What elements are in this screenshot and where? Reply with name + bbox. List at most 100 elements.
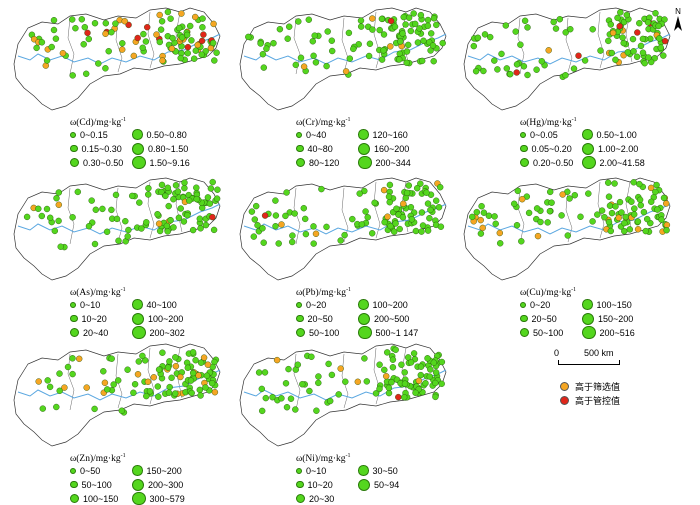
class-label: 0.30~0.50 [83,157,124,168]
legend-ni: ω(Ni)/mg·kg-1 0~10 30~50 10~20 50~94 20~30 [296,450,456,504]
sample-point [328,37,336,44]
sample-point [200,354,208,361]
legend-class-item: 200~300 [132,478,212,491]
sample-point [169,34,176,42]
sample-point [328,47,336,55]
legend-title-sup: -1 [345,117,351,123]
sample-point [64,363,72,371]
legend-cu: ω(Cu)/mg·kg-1 0~20 100~150 20~50 150~200 50~1… [520,284,680,340]
sample-point [189,226,197,234]
sample-point [312,230,320,237]
sample-point [72,25,79,32]
legend-class-item: 120~160 [358,129,438,140]
sample-point [663,227,670,234]
sample-point [511,200,518,207]
class-dot-icon [70,480,78,489]
sample-point [119,40,126,47]
sample-point [404,354,412,361]
sample-point [391,23,399,30]
sample-point [612,203,619,210]
legend-title: ω(Ni)/mg·kg-1 [296,450,456,464]
sample-point [507,70,514,78]
sample-point [85,223,93,230]
sample-point [190,55,198,62]
sample-point [53,403,60,411]
legend-class-item: 0~50 [70,465,128,476]
sample-point [429,42,437,49]
sample-point [78,16,86,23]
sample-point [378,15,386,23]
class-dot-icon [296,158,305,167]
sample-point [192,357,199,364]
class-dot-icon [358,325,372,340]
class-label: 200~500 [374,313,410,324]
sample-point [652,188,659,196]
legend-control: 高于管控值 [560,394,620,407]
sample-point [302,230,310,238]
sample-point [412,227,420,235]
sample-point [622,213,629,221]
sample-point [138,225,145,232]
sample-point [191,13,199,21]
sample-point [315,379,322,387]
panel-cu: ω(Cu)/mg·kg-1 0~20 100~150 20~50 150~200 50~1… [458,174,683,340]
sample-point [524,71,531,79]
sample-point [616,198,624,206]
sample-point [550,18,557,26]
class-dot-icon [358,142,370,155]
sample-point [403,48,411,55]
sample-point [376,385,383,393]
sample-point [383,349,391,356]
class-label: 50~100 [309,327,340,338]
class-label: 80~120 [309,157,340,168]
sample-point [184,364,192,371]
sample-point [424,227,432,234]
sample-point [306,387,313,395]
class-label: 0~10 [80,299,101,310]
sample-point [113,215,121,223]
class-label: 100~150 [83,493,119,504]
sample-point [363,378,371,385]
class-label: 150~200 [146,465,182,476]
sample-point [121,18,128,25]
legend-title: ω(Cr)/mg·kg-1 [296,114,456,128]
class-dot-icon [582,142,594,155]
map-hg [463,7,671,111]
sample-point [413,184,421,192]
sample-point [525,209,533,217]
class-label: 50~100 [533,327,564,338]
sample-point [115,237,122,245]
sample-point [577,213,584,220]
sample-point [498,50,505,58]
sample-point [269,394,276,401]
sample-point [184,43,192,51]
sample-point [80,41,87,48]
sample-point [166,383,173,391]
legend-class-item: 1.00~2.00 [582,142,662,155]
scale-bar [558,360,620,365]
sample-point [260,64,267,71]
sample-point [438,358,446,366]
legend-title-sup: -1 [345,453,351,459]
sample-point [204,361,212,368]
sample-point [417,11,425,19]
sample-point [55,189,62,196]
sample-point [309,38,317,45]
sample-point [546,188,554,196]
sample-point [342,68,350,75]
sample-point [395,56,403,63]
sample-point [181,184,188,192]
sample-point [199,15,206,22]
sample-point [337,365,344,372]
class-label: 20~50 [307,313,333,324]
sample-point [607,21,615,28]
class-dot-icon [582,312,594,325]
sample-point [402,21,409,28]
sample-point [605,193,613,200]
legend-class-item: 20~40 [70,327,128,338]
panel-cr: ω(Cr)/mg·kg-1 0~40 120~160 40~80 160~200 80~1… [234,4,459,170]
sample-point [164,228,171,235]
sample-point [310,240,317,247]
legend-title-sup: -1 [346,287,352,293]
panel-as: ω(As)/mg·kg-1 0~10 40~100 10~20 100~200 20~40… [8,174,233,340]
